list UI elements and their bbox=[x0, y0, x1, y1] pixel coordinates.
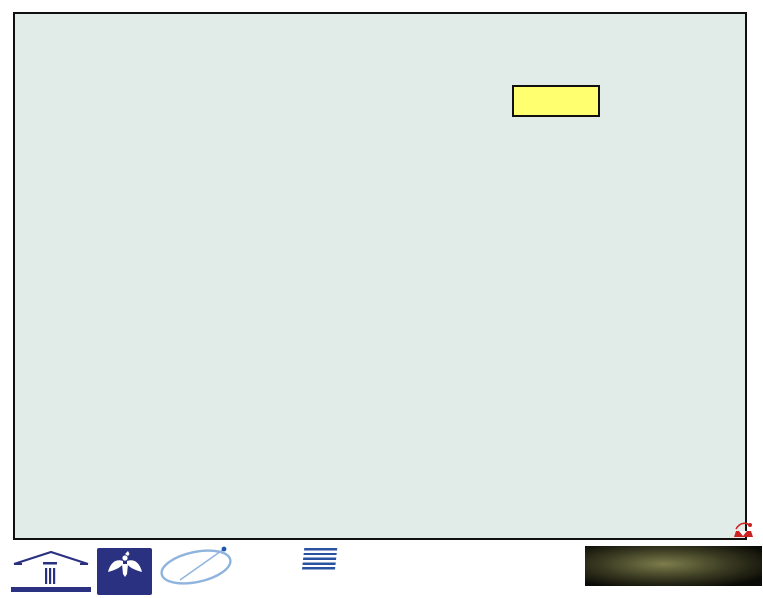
warsaw-university-logo bbox=[97, 548, 152, 595]
ria-logo bbox=[585, 546, 762, 586]
bottom-y-axis-title bbox=[90, 271, 116, 461]
footer bbox=[0, 542, 763, 597]
slide-corner-logo bbox=[733, 520, 755, 545]
ires-logo bbox=[158, 544, 234, 596]
top-y-axis-title bbox=[90, 70, 116, 264]
energy-badge bbox=[512, 85, 600, 117]
ift-uw-logo bbox=[10, 549, 92, 598]
slide-background bbox=[13, 12, 747, 540]
